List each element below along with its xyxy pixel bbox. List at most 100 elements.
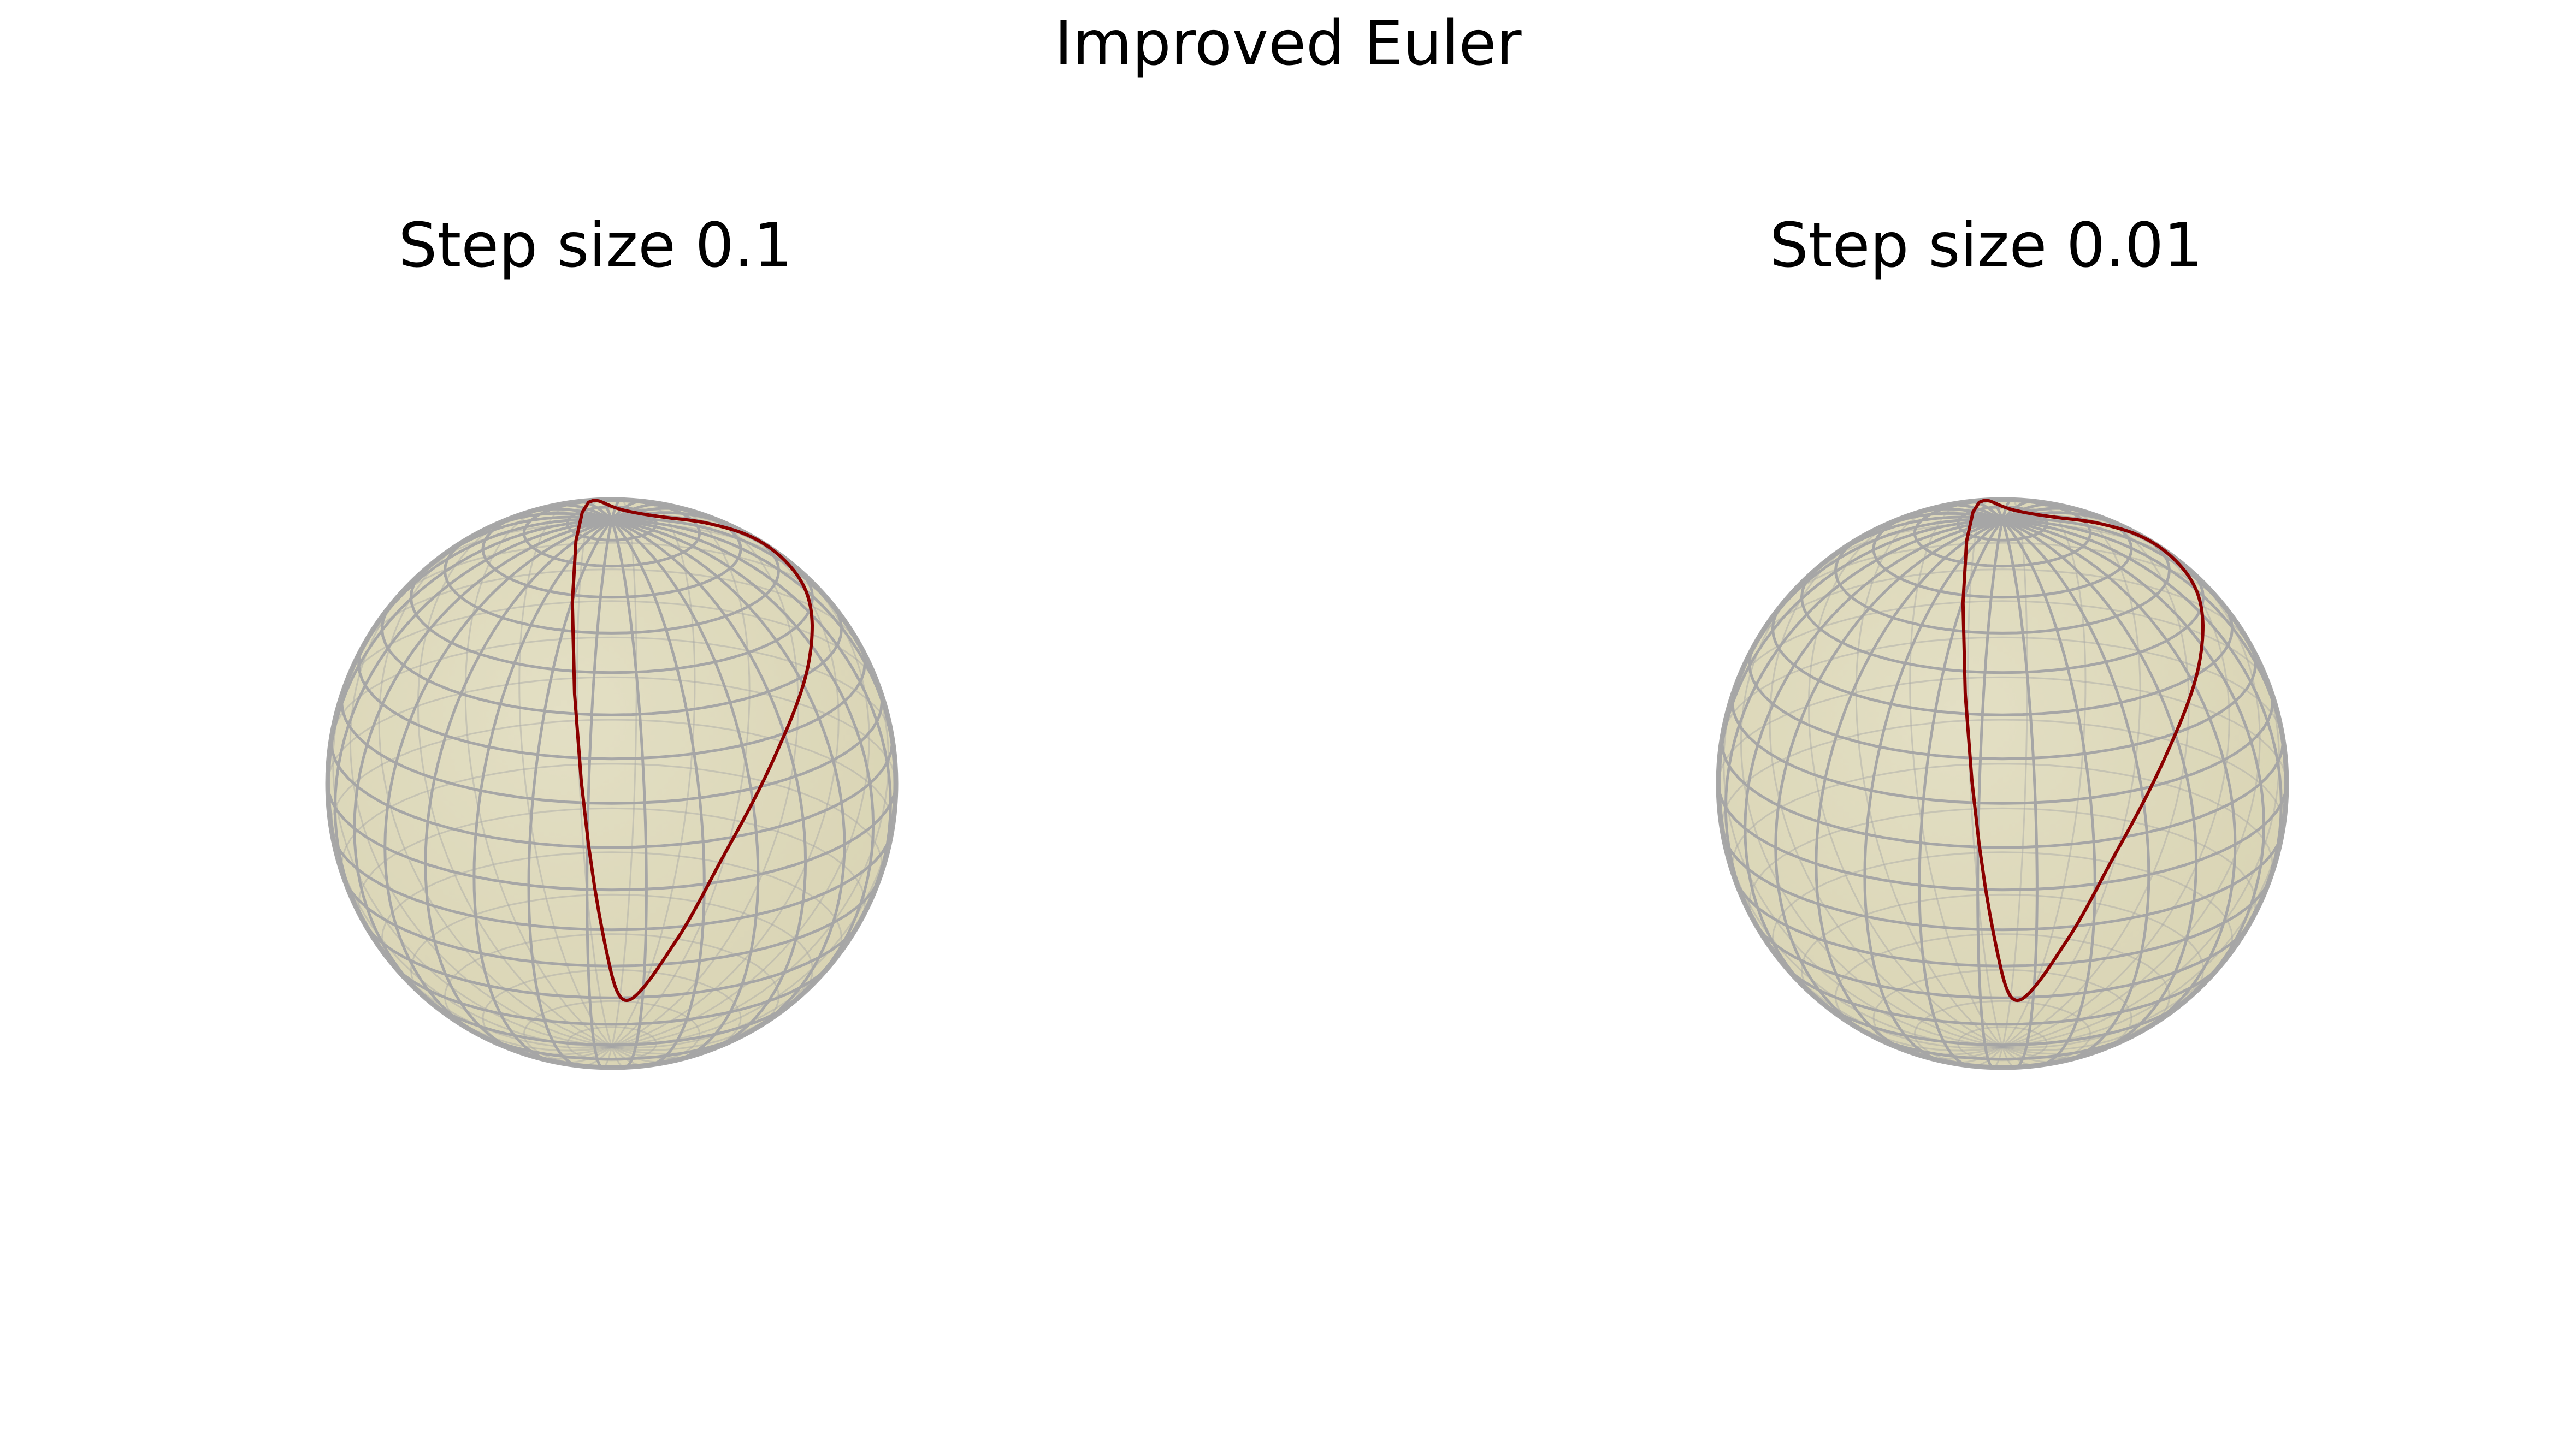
meridian-line [611,795,896,1048]
latitude-line [1812,994,2168,1047]
meridian-line [1964,500,2004,521]
figure-title: Improved Euler [1054,8,1522,79]
meridian-line [2002,519,2266,1009]
meridian-line [611,519,892,934]
meridian-line [2001,519,2096,1067]
latitude-line [1722,833,2233,932]
latitude-line [841,825,894,886]
meridian-line [2001,520,2039,1069]
latitude-line [1732,873,2225,968]
meridian-line [1721,826,2003,1048]
meridian-line [527,519,613,1068]
meridian-line [417,515,612,1048]
meridian-line [1769,539,2003,1048]
meridian-line [1918,519,2004,1068]
meridian-line [574,500,613,521]
latitude-line [327,676,896,784]
latitude-line [341,873,834,968]
meridian-line [611,518,866,656]
meridian-line [611,519,846,1039]
latitude-line [1720,733,2233,849]
latitude-line [329,733,842,849]
sphere-wireframe [1717,498,2288,1069]
meridian-line [353,519,612,1018]
meridian-line [611,519,706,1067]
meridian-line [1993,1046,2004,1069]
latitude-line [410,893,814,996]
latitude-line [1800,565,2168,674]
subplot-title: Step size 0.01 [1769,210,2203,281]
meridian-line [472,519,613,1064]
meridian-line [1717,519,2003,827]
meridian-line [349,585,612,1048]
subplot-step-0-1: Step size 0.1 [213,0,978,1435]
latitude-line [2223,675,2274,762]
meridian-line [1946,1046,2003,1064]
meridian-line [2002,514,2190,1048]
meridian-line [2001,519,2150,1063]
meridian-line [514,507,612,522]
meridian-line [1741,518,2003,671]
meridian-line [611,511,746,535]
meridian-line [1855,507,2003,1048]
meridian-line [1909,501,2004,1048]
meridian-line [1723,669,2003,1048]
meridian-line [2002,519,2288,796]
meridian-line [611,500,646,521]
latitude-line [1786,542,2212,600]
meridian-line [611,519,897,796]
latitude-line [1748,807,2256,920]
meridian-line [333,519,612,948]
latitude-line [357,638,820,761]
meridian-line [2002,507,2096,522]
meridian-line [2002,519,2198,1055]
meridian-line [424,519,613,1056]
meridian-line [2002,519,2237,1039]
meridian-line [611,507,706,522]
meridian-line [464,507,612,1048]
meridian-line [1744,519,2003,1018]
meridian-line [611,519,875,1009]
meridian-line [2001,498,2013,521]
meridian-line [1774,519,2003,1045]
meridian-line [611,1046,645,1066]
meridian-line [2002,795,2287,1048]
meridian-line [1935,503,2004,522]
meridian-line [407,515,612,587]
latitude-line [361,918,820,999]
latitude-line [358,807,866,920]
meridian-line [518,501,613,1048]
latitude-line [381,851,843,961]
meridian-line [1740,585,2003,1048]
meridian-line [2002,654,2280,1048]
trajectory-line [570,499,814,1003]
meridian-line [2001,500,2037,521]
meridian-line [610,520,648,1069]
sphere-plot [325,497,899,1070]
meridian-line [2002,1046,2091,1059]
latitude-line [1748,638,2211,761]
latitude-line [380,598,801,716]
meridian-line [545,503,613,522]
meridian-line [350,518,612,671]
meridian-line [556,1046,612,1064]
meridian-line [2001,1046,2016,1068]
latitude-line [422,994,777,1047]
meridian-line [610,498,622,521]
meridian-line [1798,515,2003,587]
meridian-line [611,573,870,1048]
meridian-line [332,669,612,1048]
meridian-line [1863,519,2004,1064]
meridian-line [378,539,612,1048]
trajectory-line [1961,499,2205,1003]
meridian-line [2002,511,2137,535]
meridian-line [2002,519,2283,934]
latitude-line [409,565,777,674]
meridian-line [611,503,675,522]
latitude-line [331,833,842,932]
meridian-line [602,1046,613,1069]
meridian-line [383,519,612,1045]
meridian-line [611,519,807,1055]
meridian-line [2002,518,2257,656]
